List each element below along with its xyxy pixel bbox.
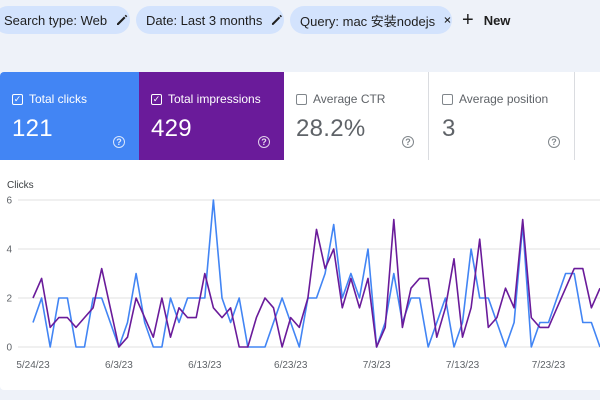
average-position-label: Average position (459, 92, 549, 106)
average-ctr-card[interactable]: Average CTR 28.2% ? (284, 72, 429, 160)
search-type-chip[interactable]: Search type: Web (0, 6, 130, 34)
date-label: Date: Last 3 months (146, 12, 263, 28)
filter-bar: Search type: Web Date: Last 3 months Que… (0, 6, 600, 34)
help-icon[interactable]: ? (258, 136, 270, 148)
x-tick-label: 6/23/23 (274, 360, 308, 371)
date-chip[interactable]: Date: Last 3 months (136, 6, 284, 34)
search-type-label: Search type: Web (4, 12, 108, 28)
performance-chart[interactable]: 0 2 4 6 5/24/23 6/3/23 6/13/23 6/23/23 7/3/23 7/1… (0, 190, 600, 390)
y-tick-label: 4 (6, 245, 12, 256)
total-clicks-card[interactable]: ✓ Total clicks 121 ? (0, 72, 139, 160)
x-tick-label: 7/23/23 (532, 360, 566, 371)
total-clicks-value: 121 (12, 115, 53, 142)
x-tick-label: 7/3/23 (363, 360, 391, 371)
total-clicks-label: Total clicks (29, 92, 88, 106)
metric-cards: ✓ Total clicks 121 ? ✓ Total impressions… (0, 72, 600, 160)
x-tick-label: 6/3/23 (105, 360, 133, 371)
y-tick-label: 2 (6, 294, 12, 305)
edit-icon[interactable] (270, 13, 284, 27)
checkbox-unchecked-icon[interactable] (296, 93, 307, 105)
y-tick-label: 0 (6, 343, 12, 354)
y-tick-label: 6 (6, 196, 12, 207)
chart-y-axis-title: Clicks (7, 180, 34, 191)
checkbox-unchecked-icon[interactable] (442, 93, 453, 105)
close-icon[interactable] (443, 13, 452, 27)
help-icon[interactable]: ? (548, 136, 560, 148)
clicks-series-line (32, 199, 600, 348)
average-ctr-value: 28.2% (296, 115, 366, 142)
new-filter-button[interactable]: + New (462, 6, 510, 34)
query-label: Query: mac 安装nodejs (300, 13, 436, 29)
x-tick-label: 5/24/23 (16, 360, 50, 371)
x-tick-label: 7/13/23 (446, 360, 480, 371)
average-position-card[interactable]: Average position 3 ? (430, 72, 575, 160)
plus-icon: + (462, 9, 474, 31)
help-icon[interactable]: ? (113, 136, 125, 148)
query-chip[interactable]: Query: mac 安装nodejs (290, 6, 452, 34)
x-tick-label: 6/13/23 (188, 360, 222, 371)
help-icon[interactable]: ? (402, 136, 414, 148)
performance-panel: ✓ Total clicks 121 ? ✓ Total impressions… (0, 72, 600, 390)
average-ctr-label: Average CTR (313, 92, 386, 106)
total-impressions-value: 429 (151, 115, 192, 142)
average-position-value: 3 (442, 115, 456, 142)
impressions-series-line (32, 218, 600, 348)
total-impressions-label: Total impressions (168, 92, 261, 106)
total-impressions-card[interactable]: ✓ Total impressions 429 ? (139, 72, 284, 160)
edit-icon[interactable] (115, 13, 129, 27)
checkbox-checked-icon[interactable]: ✓ (12, 93, 23, 105)
checkbox-checked-icon[interactable]: ✓ (151, 93, 162, 105)
new-filter-label: New (483, 12, 511, 28)
